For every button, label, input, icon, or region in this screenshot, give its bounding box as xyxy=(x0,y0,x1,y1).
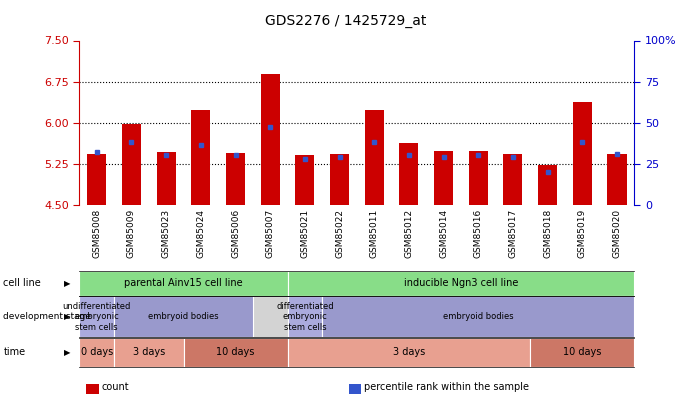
Text: GSM85007: GSM85007 xyxy=(266,209,275,258)
Text: 10 days: 10 days xyxy=(216,347,255,357)
Text: 3 days: 3 days xyxy=(133,347,165,357)
Text: GSM85023: GSM85023 xyxy=(162,209,171,258)
Bar xyxy=(157,152,176,205)
Text: differentiated
embryonic
stem cells: differentiated embryonic stem cells xyxy=(276,302,334,332)
Text: parental Ainv15 cell line: parental Ainv15 cell line xyxy=(124,279,243,288)
Bar xyxy=(226,153,245,205)
Text: GSM85024: GSM85024 xyxy=(196,209,205,258)
Bar xyxy=(607,154,627,205)
Text: cell line: cell line xyxy=(3,279,41,288)
Text: GSM85011: GSM85011 xyxy=(370,209,379,258)
Text: ▶: ▶ xyxy=(64,348,70,357)
Text: GDS2276 / 1425729_at: GDS2276 / 1425729_at xyxy=(265,14,426,28)
Text: 10 days: 10 days xyxy=(563,347,601,357)
Text: undifferentiated
embryonic
stem cells: undifferentiated embryonic stem cells xyxy=(63,302,131,332)
Bar xyxy=(468,151,488,205)
Text: GSM85014: GSM85014 xyxy=(439,209,448,258)
Bar xyxy=(261,75,280,205)
Text: percentile rank within the sample: percentile rank within the sample xyxy=(364,382,529,392)
Text: GSM85022: GSM85022 xyxy=(335,209,344,258)
Text: GSM85020: GSM85020 xyxy=(612,209,621,258)
Text: 3 days: 3 days xyxy=(392,347,425,357)
Text: time: time xyxy=(3,347,26,357)
Text: GSM85019: GSM85019 xyxy=(578,209,587,258)
Text: ▶: ▶ xyxy=(64,279,70,288)
Bar xyxy=(191,111,210,205)
Text: 0 days: 0 days xyxy=(81,347,113,357)
Bar xyxy=(330,154,349,205)
Bar xyxy=(87,154,106,205)
Text: count: count xyxy=(102,382,129,392)
Text: GSM85018: GSM85018 xyxy=(543,209,552,258)
Text: embryoid bodies: embryoid bodies xyxy=(443,312,513,321)
Bar xyxy=(295,156,314,205)
Bar xyxy=(399,143,419,205)
Text: GSM85017: GSM85017 xyxy=(509,209,518,258)
Text: inducible Ngn3 cell line: inducible Ngn3 cell line xyxy=(404,279,518,288)
Text: GSM85006: GSM85006 xyxy=(231,209,240,258)
Bar xyxy=(122,124,141,205)
Bar xyxy=(504,154,522,205)
Bar xyxy=(365,111,384,205)
Text: GSM85012: GSM85012 xyxy=(404,209,413,258)
Text: ▶: ▶ xyxy=(64,312,70,321)
Text: development stage: development stage xyxy=(3,312,91,321)
Text: GSM85009: GSM85009 xyxy=(127,209,136,258)
Text: GSM85021: GSM85021 xyxy=(301,209,310,258)
Text: GSM85008: GSM85008 xyxy=(93,209,102,258)
Text: embryoid bodies: embryoid bodies xyxy=(148,312,219,321)
Bar xyxy=(434,151,453,205)
Bar xyxy=(538,165,557,205)
Bar xyxy=(573,102,592,205)
Text: GSM85016: GSM85016 xyxy=(474,209,483,258)
